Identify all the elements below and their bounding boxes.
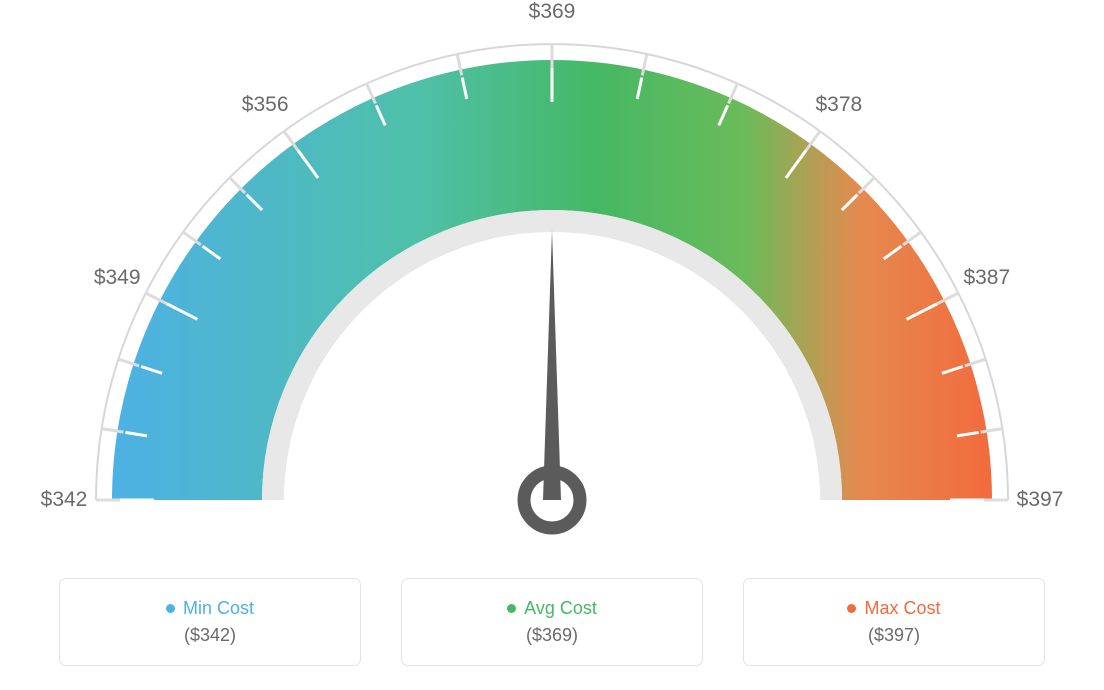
gauge-tick-label: $397 xyxy=(1017,488,1064,512)
legend-card-min: Min Cost ($342) xyxy=(59,578,361,666)
legend-row: Min Cost ($342) Avg Cost ($369) Max Cost ($39… xyxy=(0,578,1104,666)
legend-title-text: Min Cost xyxy=(183,598,254,619)
gauge-tick-label: $342 xyxy=(41,488,88,512)
legend-dot-icon xyxy=(166,604,175,613)
legend-dot-icon xyxy=(507,604,516,613)
legend-value: ($369) xyxy=(526,625,578,646)
gauge-tick-label: $349 xyxy=(94,266,141,290)
legend-title: Max Cost xyxy=(847,598,940,619)
legend-dot-icon xyxy=(847,604,856,613)
legend-card-max: Max Cost ($397) xyxy=(743,578,1045,666)
legend-title: Min Cost xyxy=(166,598,254,619)
legend-title: Avg Cost xyxy=(507,598,597,619)
legend-title-text: Max Cost xyxy=(864,598,940,619)
legend-value: ($342) xyxy=(184,625,236,646)
legend-card-avg: Avg Cost ($369) xyxy=(401,578,703,666)
gauge-chart: $342 $349 $356 $369 $378 $387 $397 xyxy=(0,0,1104,560)
legend-value: ($397) xyxy=(868,625,920,646)
gauge-tick-label: $387 xyxy=(963,266,1010,290)
gauge-tick-label: $369 xyxy=(529,0,576,24)
gauge-tick-label: $378 xyxy=(815,93,862,117)
gauge-tick-label: $356 xyxy=(242,93,289,117)
legend-title-text: Avg Cost xyxy=(524,598,597,619)
gauge-svg xyxy=(0,0,1104,560)
